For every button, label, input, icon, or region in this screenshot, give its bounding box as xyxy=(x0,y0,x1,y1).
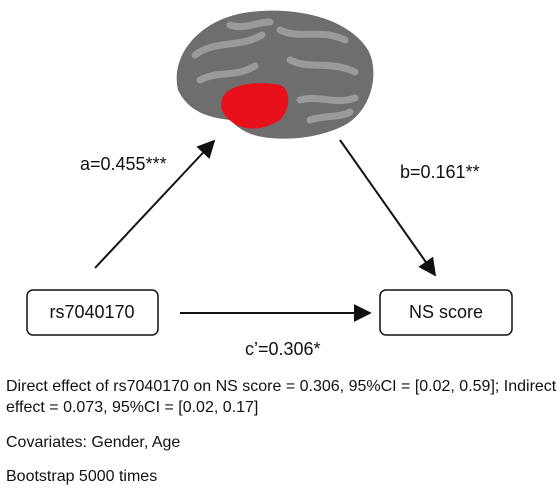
edge-label: c’=0.306* xyxy=(245,339,321,359)
edge-label: b=0.161** xyxy=(400,162,480,182)
arrow-b xyxy=(340,140,435,275)
edge-label: a=0.455*** xyxy=(80,154,167,174)
brain-image xyxy=(177,11,374,139)
node-label: NS score xyxy=(409,302,483,322)
note: Direct effect of rs7040170 on NS score =… xyxy=(6,376,558,418)
node-label: rs7040170 xyxy=(49,302,134,322)
mediation-diagram: rs7040170 NS score a=0.455*** b=0.161** … xyxy=(0,0,560,360)
page: rs7040170 NS score a=0.455*** b=0.161** … xyxy=(0,0,560,492)
note: Bootstrap 5000 times xyxy=(6,466,558,487)
note: Covariates: Gender, Age xyxy=(6,432,558,453)
